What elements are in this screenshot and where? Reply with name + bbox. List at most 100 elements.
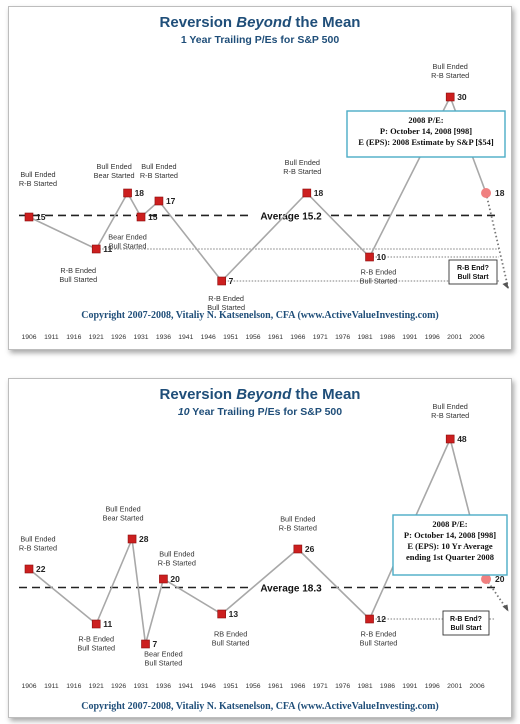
phase-annotation-line: Bull Started [207, 303, 245, 312]
phase-annotation-line: R-B Ended [361, 268, 397, 277]
data-point-marker [217, 276, 226, 286]
phase-annotation-line: R-B Started [19, 544, 57, 553]
x-tick-label: 1936 [156, 683, 171, 690]
x-tick-label: 1956 [245, 683, 260, 690]
phase-annotation-line: R-B Ended [60, 266, 96, 275]
x-tick-label: 1966 [290, 683, 305, 690]
x-tick-label: 1936 [156, 334, 171, 341]
phase-annotation-line: R-B Ended [208, 294, 244, 303]
phase-annotation-line: Bear Ended [144, 650, 183, 659]
data-point-marker [127, 534, 137, 544]
data-point-label: 12 [377, 614, 387, 624]
phase-annotation: Bull Ended Bear Started [94, 162, 135, 180]
projection-arrowhead [502, 282, 509, 289]
phase-annotation: R-B Ended Bull Started [207, 294, 245, 312]
phase-annotation-line: R-B Started [19, 179, 57, 188]
x-tick-label: 2006 [470, 683, 485, 690]
x-tick-label: 2001 [447, 334, 462, 341]
estimate-point-label: 20 [495, 574, 505, 584]
x-tick-label: 1971 [313, 334, 328, 341]
data-point-label: 15 [36, 212, 46, 222]
x-tick-label: 1911 [44, 683, 59, 690]
phase-annotation-line: Bull Ended [105, 505, 140, 514]
phase-annotation-line: Bull Started [145, 659, 183, 668]
chart-subtitle: 10 Year Trailing P/Es for S&P 500 [178, 406, 342, 418]
data-point-label: 18 [314, 188, 324, 198]
average-label: Average 15.2 [260, 211, 322, 222]
phase-annotation-line: Bull Ended [96, 162, 131, 171]
phase-annotation-line: Bull Started [109, 241, 147, 250]
chart-panel-1y: Reversion Beyond the Mean 1 Year Trailing… [8, 6, 512, 350]
data-point-label: 17 [166, 196, 176, 206]
data-point-marker [24, 564, 34, 574]
data-point-label: 22 [36, 564, 46, 574]
x-tick-label: 1951 [223, 334, 238, 341]
phase-annotation: RB Ended Bull Started [212, 630, 250, 648]
x-tick-label: 1921 [89, 683, 104, 690]
phase-annotation-line: R-B Ended [78, 635, 114, 644]
x-tick-label: 2006 [470, 334, 485, 341]
data-point-marker [154, 196, 164, 206]
data-point-marker [445, 92, 455, 102]
x-tick-label: 1976 [335, 683, 350, 690]
x-tick-label: 1986 [380, 334, 395, 341]
end-box-line: Bull Start [450, 625, 482, 632]
x-tick-label: 1991 [402, 683, 417, 690]
phase-annotation-line: Bull Started [360, 277, 398, 286]
data-point-marker [123, 188, 132, 198]
phase-annotation-line: Bull Ended [433, 402, 468, 411]
phase-annotation: R-B Ended Bull Started [360, 268, 398, 286]
phase-annotation-line: Bull Started [360, 639, 398, 648]
chart-title-part: Beyond [236, 14, 292, 31]
data-point-marker [293, 544, 303, 554]
estimate-point-label: 18 [495, 188, 505, 198]
phase-annotation: Bull Ended R-B Started [19, 170, 57, 188]
phase-annotation-line: Bear Started [94, 171, 135, 180]
phase-annotation-line: Bull Started [59, 275, 97, 284]
phase-annotation-line: R-B Started [431, 71, 469, 80]
phase-annotation: R-B Ended Bull Started [77, 635, 115, 653]
end-box-line: Bull Start [457, 274, 489, 281]
data-point-label: 18 [135, 188, 145, 198]
chart-title-part: the Mean [291, 386, 360, 403]
callout-line: 2008 P/E: [432, 519, 467, 529]
phase-annotation-line: Bull Ended [280, 515, 315, 524]
phase-annotation-line: RB Ended [214, 630, 247, 639]
copyright-text: Copyright 2007-2008, Vitaliy N. Katsenel… [81, 310, 439, 321]
chart-title: Reversion Beyond the Mean [160, 386, 361, 403]
data-point-label: 20 [170, 574, 180, 584]
data-point-marker [141, 639, 150, 649]
chart-title-part: Reversion [160, 14, 237, 31]
callout-line: E (EPS): 10 Yr Average [407, 541, 493, 551]
data-point-label: 26 [305, 544, 315, 554]
phase-annotation-line: Bear Started [103, 514, 144, 523]
data-point-label: 11 [103, 244, 112, 254]
chart-title-part: the Mean [291, 14, 360, 31]
phase-annotation-line: Bull Started [212, 639, 250, 648]
phase-annotation: Bull Ended Bear Started [103, 505, 144, 523]
data-point-marker [136, 212, 146, 222]
chart-title-part: Beyond [236, 386, 292, 403]
x-tick-label: 1956 [245, 334, 260, 341]
phase-annotation: Bear Ended Bull Started [108, 232, 147, 250]
x-tick-label: 2001 [447, 683, 462, 690]
phase-annotation: Bull Ended R-B Started [140, 162, 178, 180]
data-point-marker [91, 619, 101, 629]
data-point-marker [217, 609, 226, 619]
x-tick-label: 1931 [133, 334, 148, 341]
data-point-label: 30 [457, 92, 467, 102]
average-label-bg [251, 580, 331, 594]
chart-1y-trailing-pe: Reversion Beyond the Mean 1 Year Trailing… [19, 14, 510, 341]
phase-annotation-line: Bull Ended [159, 550, 194, 559]
x-tick-label: 1931 [133, 683, 148, 690]
data-point-label: 7 [229, 276, 234, 286]
x-tick-label: 1966 [290, 334, 305, 341]
phase-annotation-line: R-B Started [158, 559, 196, 568]
phase-annotation: Bull Ended R-B Started [431, 402, 469, 420]
callout-line: P: October 14, 2008 [998] [404, 530, 496, 540]
data-point-marker [302, 188, 312, 198]
callout-line: 2008 P/E: [408, 115, 443, 125]
chart-subtitle-part: Year Trailing P/Es for S&P 500 [190, 406, 343, 418]
callout-text: 2008 P/E: P: October 14, 2008 [998] E (EPS… [358, 115, 494, 147]
end-box [448, 259, 498, 285]
